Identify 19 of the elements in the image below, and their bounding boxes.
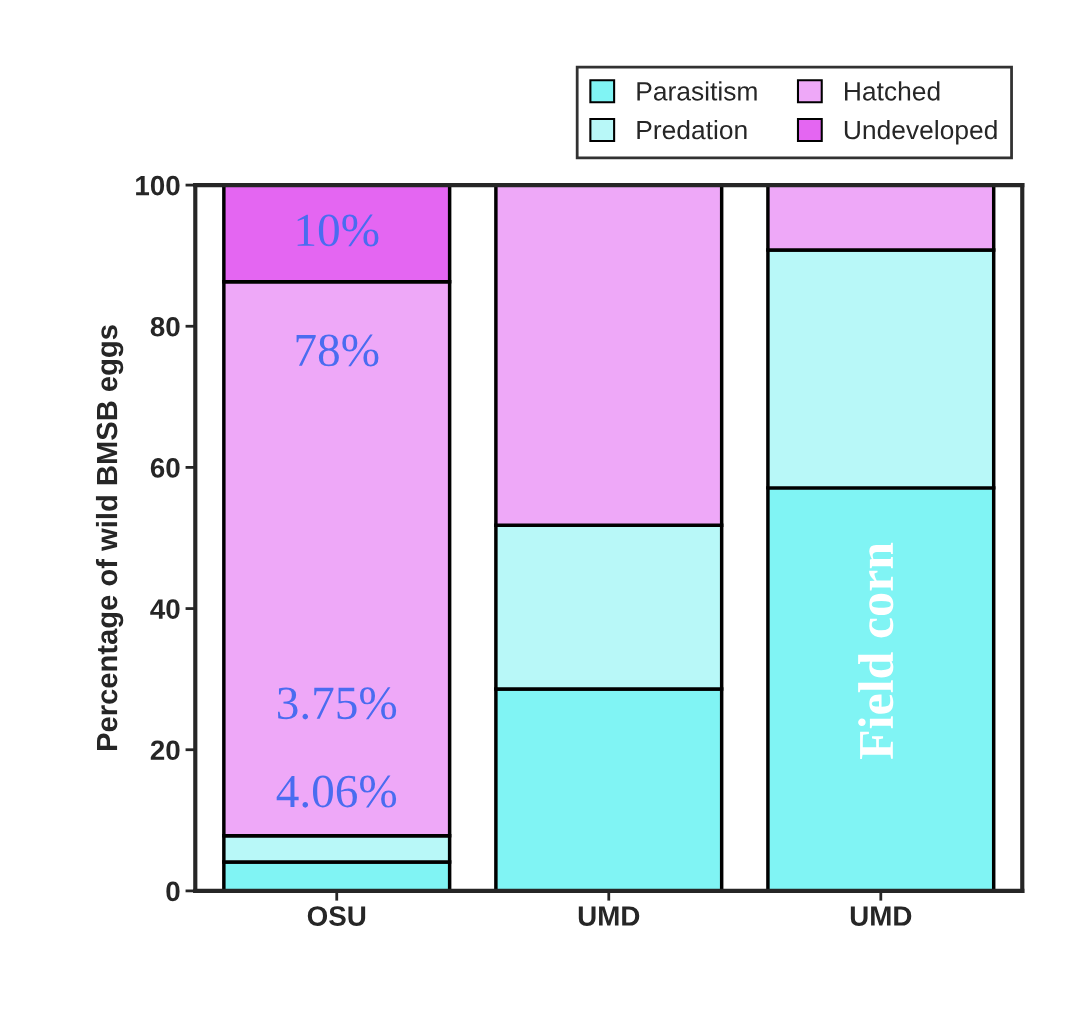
annotation: Field corn xyxy=(858,542,894,760)
y-tick-label: 60 xyxy=(150,458,180,478)
y-axis-title: Percentage of wild BMSB eggs xyxy=(95,325,124,750)
y-tick-label: 40 xyxy=(150,599,180,619)
x-tick-label: OSU xyxy=(307,906,366,926)
x-tick-label: UMD xyxy=(850,906,912,926)
legend-label: Hatched xyxy=(845,81,940,101)
annotation: 10% xyxy=(297,214,379,247)
legend-label: Predation xyxy=(637,119,747,140)
x-tick-label: UMD xyxy=(578,906,640,926)
y-tick-label: 20 xyxy=(150,740,180,761)
y-tick-label: 80 xyxy=(150,316,180,337)
annotation: 4.06% xyxy=(276,775,397,808)
legend-label: Undeveloped xyxy=(844,119,997,145)
annotation: 3.75% xyxy=(278,687,397,720)
legend-label: Parasitism xyxy=(637,81,757,101)
y-tick-label: 0 xyxy=(166,881,180,902)
y-tick-label: 100 xyxy=(136,175,180,196)
annotation: 78% xyxy=(296,334,379,367)
